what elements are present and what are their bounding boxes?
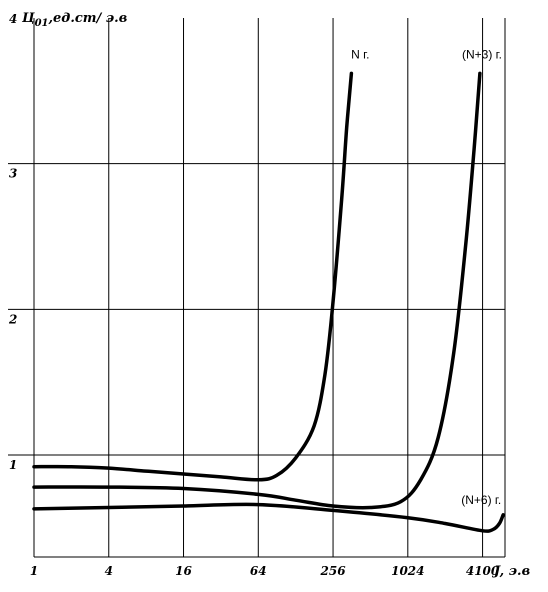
x-tick-label: 1024 [391,564,424,578]
y-tick-label: 1 [9,458,17,472]
y-tick-label: 3 [9,167,17,181]
x-tick-label: 256 [320,564,347,578]
x-tick-label: 64 [250,564,267,578]
x-axis-title: J, э.в [491,564,530,579]
series-line [32,502,505,533]
y-tick-label: 2 [8,312,17,326]
series-label: N г. [351,47,369,61]
series-label: (N+3) г. [462,47,502,61]
x-tick-label: 4 [105,564,113,578]
grid-layer [8,18,506,558]
series-label: (N+6) г. [461,493,501,507]
x-tick-label: 1 [30,564,38,578]
series-line [32,71,482,510]
x-tick-label: 16 [175,564,192,578]
curve-layer [32,71,505,533]
series-line [32,71,354,482]
y-axis-title: Ц01,ед.ст/ э.в [21,11,127,29]
x-tick-label: 4100 [466,564,500,578]
label-layer: 1 4 16 64 256 1024 4100 1 2 3 4 Ц01,ед.ст/ э.в J, э.… [8,11,530,579]
y-tick-label: 4 [9,12,17,26]
